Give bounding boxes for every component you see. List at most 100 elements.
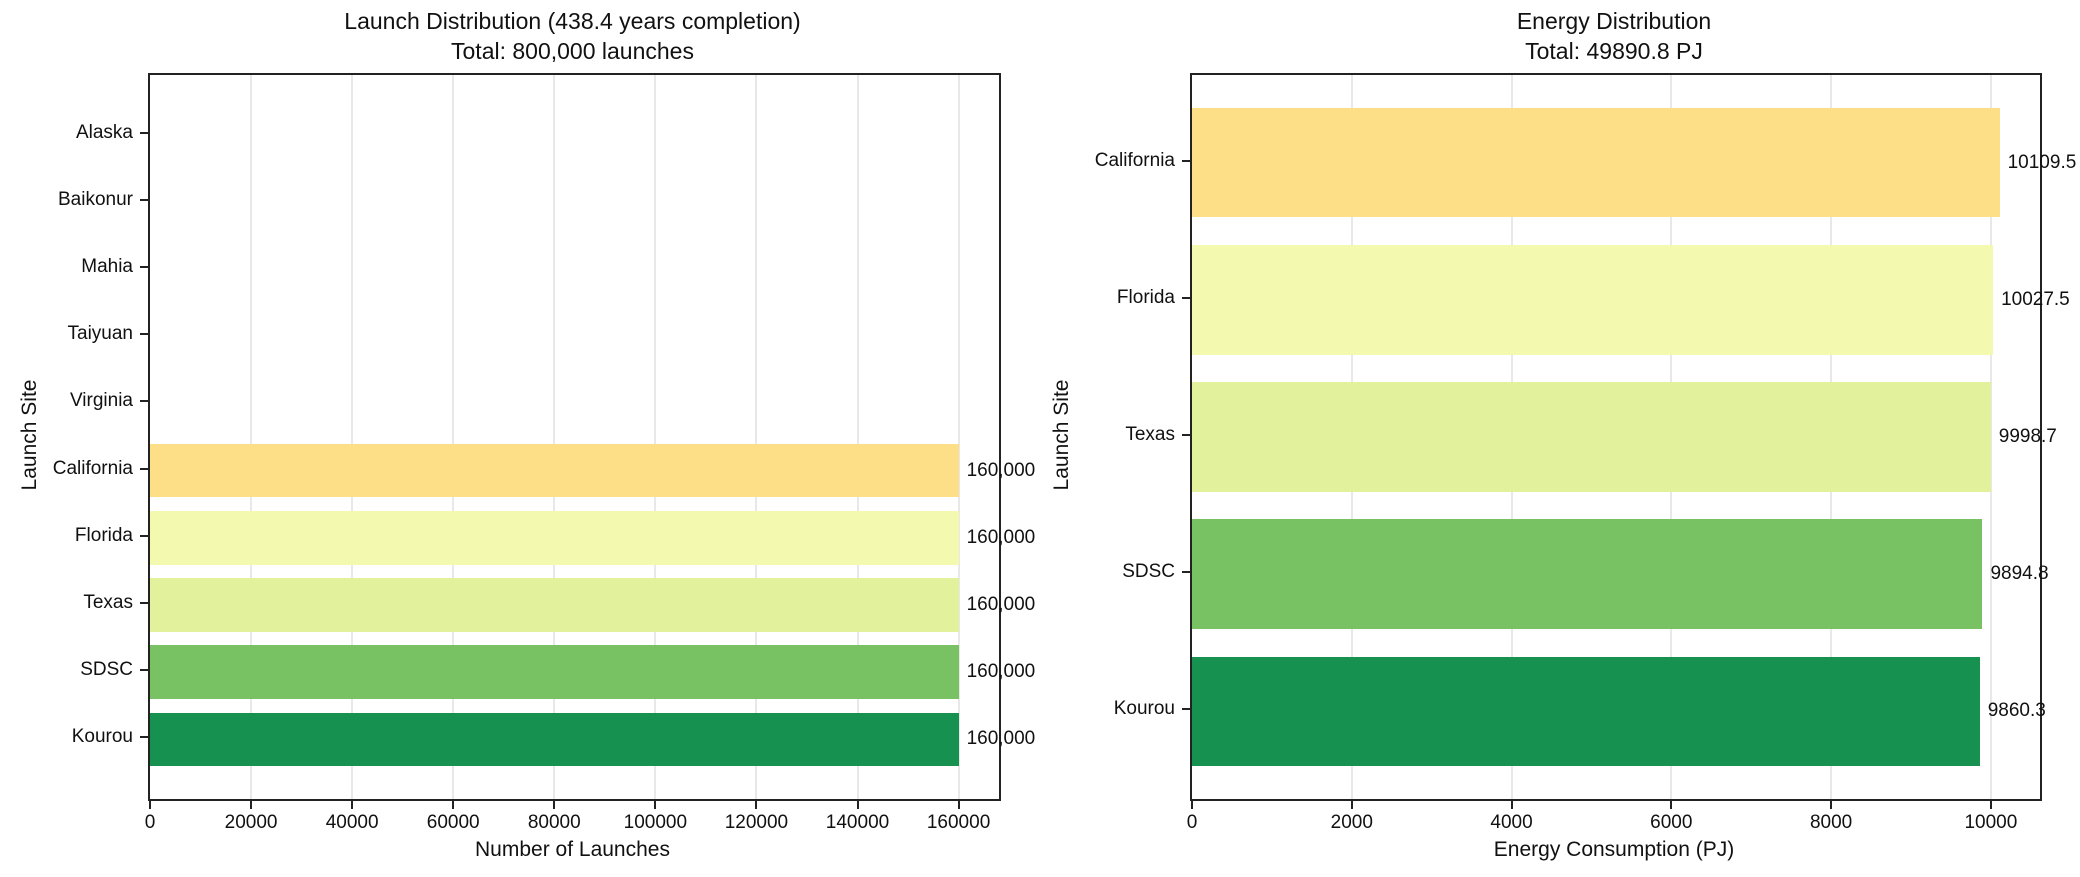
chart-subtitle: Total: 800,000 launches [451, 38, 694, 64]
x-tick-label: 40000 [325, 812, 379, 833]
chart-title: Energy Distribution [1516, 8, 1712, 34]
x-tick-label: 0 [1186, 812, 1198, 833]
x-tick-label: 0 [144, 812, 156, 833]
bar-value-label: 9860.3 [1987, 700, 2046, 722]
x-tick-label: 60000 [426, 812, 480, 833]
bar-value-label: 160,000 [966, 593, 1036, 615]
y-tick-mark [140, 198, 148, 201]
bar-texas [1192, 382, 1991, 492]
y-tick-mark [1182, 434, 1190, 436]
bar-value-label: 9998.7 [1998, 425, 2057, 447]
y-tick-label: Kourou [1113, 698, 1175, 720]
gridline [957, 75, 960, 799]
bar-florida [1192, 244, 1994, 355]
x-tick-mark [755, 801, 758, 809]
y-tick-label: California [52, 457, 133, 479]
y-tick-label: Kourou [71, 726, 133, 748]
y-tick-mark [140, 467, 148, 470]
x-tick-mark [654, 801, 657, 809]
gridline [755, 75, 758, 799]
x-tick-mark [1670, 801, 1673, 809]
y-tick-mark [140, 400, 148, 403]
x-tick-mark [1830, 801, 1833, 809]
x-tick-mark [351, 801, 354, 809]
chart-title-block: Launch Distribution (438.4 years complet… [148, 6, 997, 66]
gridline [351, 75, 354, 799]
y-tick-label: Alaska [75, 121, 133, 143]
y-tick-label: Texas [83, 591, 133, 613]
gridline [1989, 75, 1992, 799]
bar-value-label: 160,000 [966, 526, 1036, 548]
bar-kourou [1192, 656, 1980, 767]
chart-title-block: Energy Distribution Total: 49890.8 PJ [1190, 6, 2038, 66]
y-tick-mark [140, 131, 148, 134]
y-tick-label: Florida [1116, 286, 1175, 308]
y-tick-mark [1182, 708, 1190, 711]
chart-title: Launch Distribution (438.4 years complet… [344, 8, 801, 34]
gridline [553, 75, 556, 799]
x-axis-label: Number of Launches [475, 838, 670, 861]
x-tick-mark [856, 801, 859, 809]
x-tick-mark [553, 801, 556, 809]
y-tick-mark [1182, 571, 1190, 574]
bar-california [150, 443, 959, 498]
x-tick-label: 140000 [825, 812, 890, 833]
y-tick-mark [140, 602, 148, 604]
bars-layer: 160,000 160,000 160,000 160,000 160,000 [150, 75, 1035, 799]
y-tick-label: Virginia [69, 390, 133, 412]
x-tick-mark [1510, 801, 1513, 809]
y-tick-label: Florida [74, 524, 133, 546]
y-tick-mark [140, 534, 148, 537]
y-tick-label: Taiyuan [67, 323, 134, 345]
bar-value-label: 10027.5 [2001, 288, 2070, 310]
x-tick-mark [1191, 801, 1193, 809]
x-tick-mark [1989, 801, 1992, 809]
x-tick-mark [250, 801, 253, 809]
y-tick-label: SDSC [80, 659, 133, 681]
x-tick-label: 2000 [1330, 812, 1373, 833]
y-tick-label: Texas [1125, 423, 1175, 445]
chart-subtitle: Total: 49890.8 PJ [1525, 38, 1703, 64]
x-tick-label: 8000 [1809, 812, 1853, 833]
bars-layer: 10109.5 10027.5 9998.7 9894.8 9860.3 [1192, 75, 2076, 799]
bar-kourou [150, 712, 959, 767]
y-tick-label: SDSC [1122, 561, 1175, 583]
y-tick-mark [140, 669, 148, 672]
bar-value-label: 160,000 [966, 728, 1036, 750]
x-axis-label: Energy Consumption (PJ) [1493, 838, 1735, 861]
bar-florida [150, 510, 959, 565]
x-tick-label: 100000 [623, 812, 688, 833]
y-tick-label: Baikonur [58, 188, 133, 210]
y-tick-mark [1182, 296, 1190, 299]
y-tick-mark [140, 736, 148, 739]
gridline [654, 75, 657, 799]
plot-area: 160,000 160,000 160,000 160,000 160,000 [148, 73, 1035, 801]
x-tick-mark [452, 801, 455, 809]
y-tick-mark [1182, 159, 1190, 162]
plot-area: 10109.5 10027.5 9998.7 9894.8 9860.3 [1190, 73, 2076, 801]
x-tick-mark [957, 801, 960, 809]
bar-value-label: 160,000 [966, 661, 1036, 683]
x-tick-mark [1350, 801, 1353, 809]
y-tick-label: California [1094, 149, 1175, 171]
x-tick-label: 160000 [926, 812, 991, 833]
gridline [452, 75, 455, 799]
y-tick-label: Mahia [81, 255, 133, 277]
bar-value-label: 10109.5 [2007, 151, 2077, 173]
gridlines-layer [150, 75, 999, 799]
bar-sdsc [150, 645, 959, 700]
x-tick-label: 80000 [527, 812, 581, 833]
x-tick-label: 120000 [724, 812, 789, 833]
bar-california [1192, 107, 2000, 218]
y-tick-mark [140, 333, 148, 336]
bar-texas [150, 578, 959, 632]
gridline [856, 75, 859, 799]
x-tick-label: 4000 [1490, 812, 1533, 833]
y-tick-mark [140, 266, 148, 268]
bar-sdsc [1192, 519, 1983, 630]
bar-value-label: 160,000 [966, 459, 1036, 481]
x-tick-mark [149, 801, 151, 809]
x-tick-label: 10000 [1964, 812, 2018, 833]
x-tick-label: 6000 [1650, 812, 1693, 833]
